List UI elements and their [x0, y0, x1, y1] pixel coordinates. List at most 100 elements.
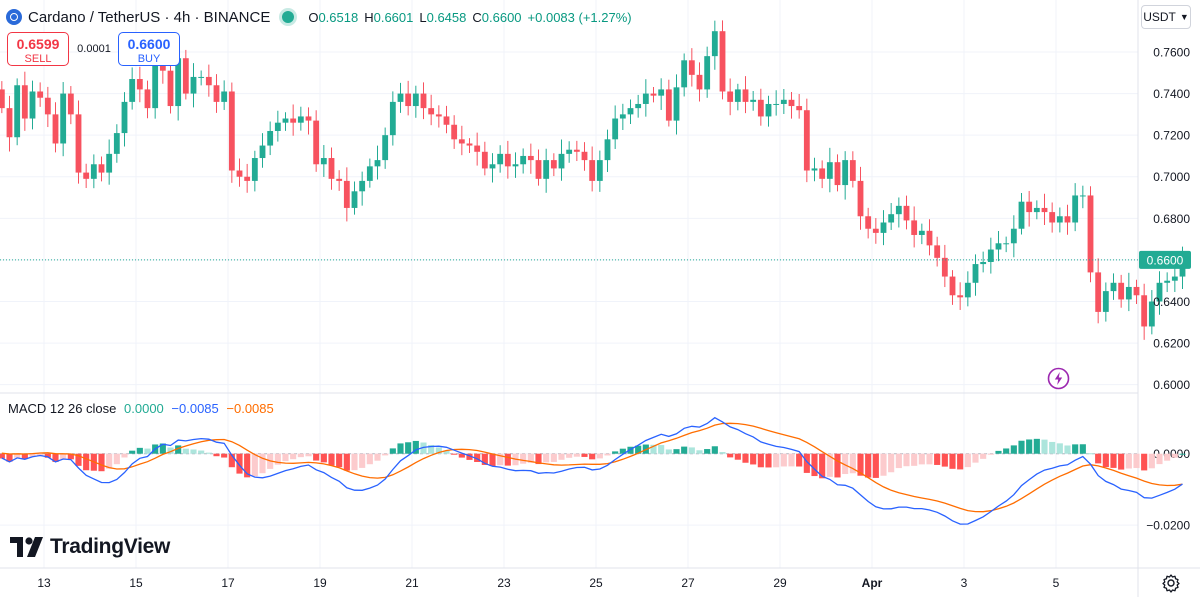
macd-histogram-bar — [543, 453, 550, 463]
candle — [719, 20, 726, 100]
macd-histogram-bar — [1018, 440, 1025, 454]
candle-body — [842, 160, 849, 186]
time-tick-label: 13 — [37, 576, 51, 590]
currency-select[interactable]: USDT ▼ — [1141, 5, 1191, 29]
candle — [228, 82, 235, 183]
candle-body — [918, 230, 925, 235]
candle — [888, 203, 895, 230]
macd-histogram-bar — [60, 453, 67, 459]
macd-histogram-bar — [1026, 439, 1033, 454]
candle — [259, 133, 266, 168]
macd-legend: MACD 12 26 close 0.0000 −0.0085 −0.0085 — [8, 401, 274, 416]
time-tick-label: 15 — [129, 576, 143, 590]
macd-histogram-bar — [435, 447, 442, 454]
candle — [750, 90, 757, 111]
macd-histogram-bar — [6, 453, 13, 462]
macd-histogram-bar — [1141, 453, 1148, 471]
candle-body — [121, 101, 128, 134]
candle-body — [665, 89, 672, 121]
candle — [1118, 274, 1125, 308]
candle-body — [1171, 276, 1178, 281]
time-tick-label: 23 — [497, 576, 511, 590]
price-tick-label: 0.6800 — [1153, 212, 1190, 226]
tradingview-logo[interactable]: TradingView — [10, 535, 170, 559]
macd-histogram-bar — [474, 453, 481, 462]
candle — [67, 86, 74, 125]
ohlc-high: H0.6601 — [364, 9, 414, 25]
candle-body — [619, 114, 626, 119]
sell-button[interactable]: 0.6599 SELL — [7, 32, 69, 66]
candle — [826, 147, 833, 193]
macd-histogram-bar — [21, 453, 28, 460]
candle — [1133, 279, 1140, 305]
candle — [481, 141, 488, 176]
candle — [642, 79, 649, 117]
candle — [872, 218, 879, 244]
candle-body — [489, 164, 496, 169]
candle-body — [351, 191, 358, 208]
macd-histogram-bar — [796, 453, 803, 467]
candle — [251, 150, 258, 192]
macd-histogram-bar — [175, 445, 182, 454]
macd-histogram-bar — [205, 452, 212, 454]
candle — [880, 210, 887, 246]
candle-body — [52, 114, 59, 144]
candle-body — [1041, 207, 1048, 213]
candle-body — [98, 164, 105, 173]
macd-histogram-bar — [44, 453, 51, 458]
candle — [1110, 273, 1117, 300]
macd-histogram — [0, 438, 1186, 479]
candle — [6, 95, 13, 152]
candle-body — [926, 230, 933, 246]
candle — [520, 148, 527, 174]
candle — [366, 158, 373, 188]
candle — [451, 115, 458, 149]
macd-histogram-bar — [343, 453, 350, 471]
macd-histogram-bar — [351, 453, 358, 471]
candle — [1003, 236, 1010, 253]
macd-title[interactable]: MACD 12 26 close — [8, 401, 117, 416]
macd-histogram-bar — [1118, 453, 1125, 470]
time-tick-label: 21 — [405, 576, 419, 590]
macd-histogram-bar — [673, 449, 680, 454]
candle-body — [420, 93, 427, 109]
candle-body — [290, 118, 297, 123]
candle — [926, 219, 933, 256]
macd-histogram-bar — [1033, 438, 1040, 454]
macd-histogram-bar — [750, 453, 757, 465]
symbol-title[interactable]: Cardano / TetherUS · 4h · BINANCE — [28, 8, 271, 26]
candle — [895, 197, 902, 228]
macd-histogram-bar — [888, 453, 895, 473]
macd-histogram-bar — [980, 453, 987, 459]
buy-button[interactable]: 0.6600 BUY — [118, 32, 180, 66]
time-tick-label: 3 — [961, 576, 968, 590]
macd-histogram-bar — [366, 453, 373, 465]
candle — [596, 150, 603, 192]
candle-body — [527, 155, 534, 161]
candle-body — [428, 108, 435, 115]
candle-body — [221, 91, 228, 102]
time-tick-label: 17 — [221, 576, 235, 590]
candle — [205, 64, 212, 97]
candle — [566, 141, 573, 163]
flash-icon[interactable] — [1047, 367, 1070, 390]
macd-histogram-bar — [428, 444, 435, 454]
macd-histogram-bar — [834, 453, 841, 478]
candle-body — [872, 228, 879, 233]
candle-body — [443, 116, 450, 125]
candle-body — [474, 145, 481, 152]
macd-histogram-bar — [489, 453, 496, 467]
candle — [688, 48, 695, 87]
candle — [435, 105, 442, 128]
macd-histogram-bar — [259, 453, 266, 474]
candle — [527, 143, 534, 174]
candle-body — [1010, 228, 1017, 244]
candle — [83, 163, 90, 189]
candle — [980, 251, 987, 273]
candle-body — [1164, 280, 1171, 283]
candle — [405, 80, 412, 116]
macd-histogram-bar — [282, 453, 289, 462]
settings-gear-icon[interactable] — [1160, 572, 1182, 594]
candle-body — [512, 164, 519, 167]
